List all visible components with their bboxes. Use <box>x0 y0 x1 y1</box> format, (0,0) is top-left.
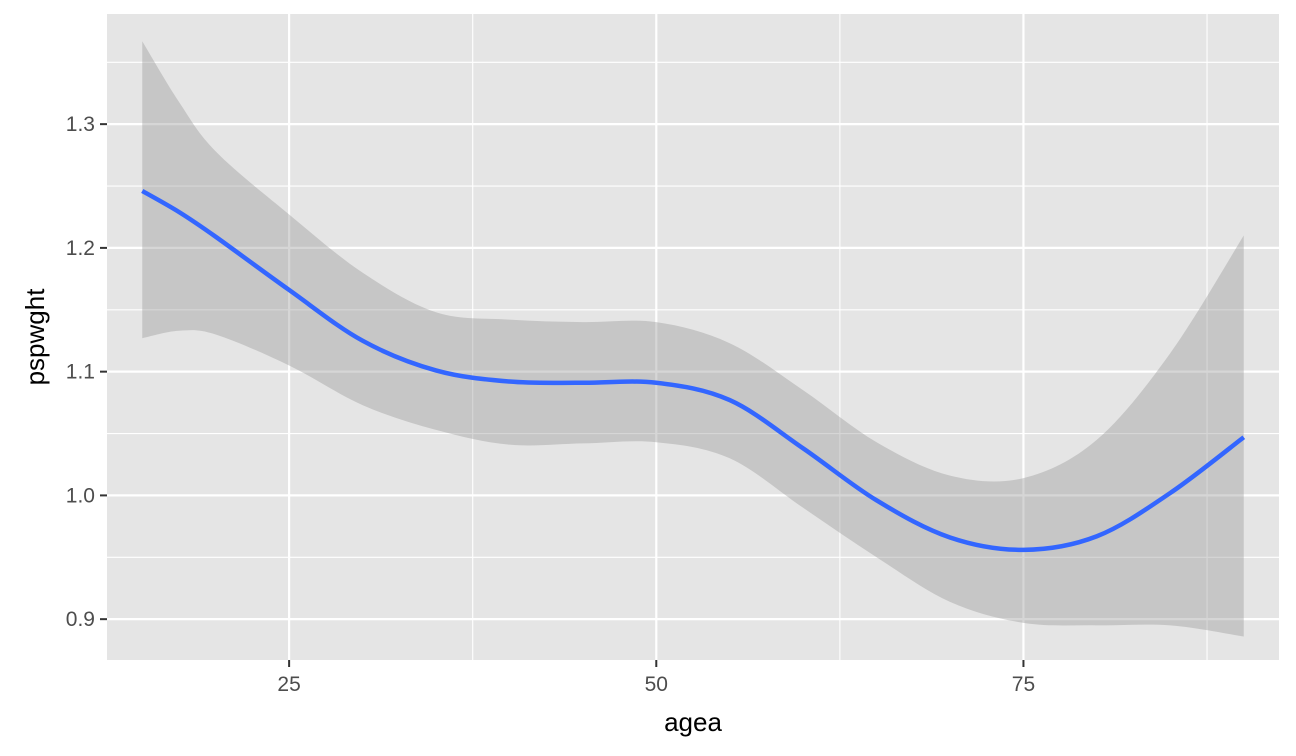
plot-panel <box>107 14 1279 660</box>
confidence-ribbon <box>142 41 1244 637</box>
y-axis: 0.9 1.0 1.1 1.2 1.3 <box>66 113 107 631</box>
y-tick-label: 1.2 <box>66 237 95 260</box>
x-tick-label: 25 <box>277 673 300 696</box>
y-tick-label: 1.3 <box>66 113 95 136</box>
x-tick-label: 75 <box>1012 673 1035 696</box>
fit-line-layer <box>141 189 1246 553</box>
x-tick-label: 50 <box>645 673 668 696</box>
smooth-fit-line <box>141 189 1246 553</box>
y-tick-label: 1.1 <box>66 361 95 384</box>
x-axis-title: agea <box>664 707 722 737</box>
minor-gridlines <box>104 14 1279 660</box>
y-axis-title: pspwght <box>20 288 50 386</box>
x-axis: 25 50 75 <box>277 660 1035 696</box>
y-tick-label: 1.0 <box>66 484 95 507</box>
confidence-ribbon-layer <box>142 41 1244 637</box>
major-gridlines <box>107 14 1279 660</box>
y-tick-label: 0.9 <box>66 608 95 631</box>
